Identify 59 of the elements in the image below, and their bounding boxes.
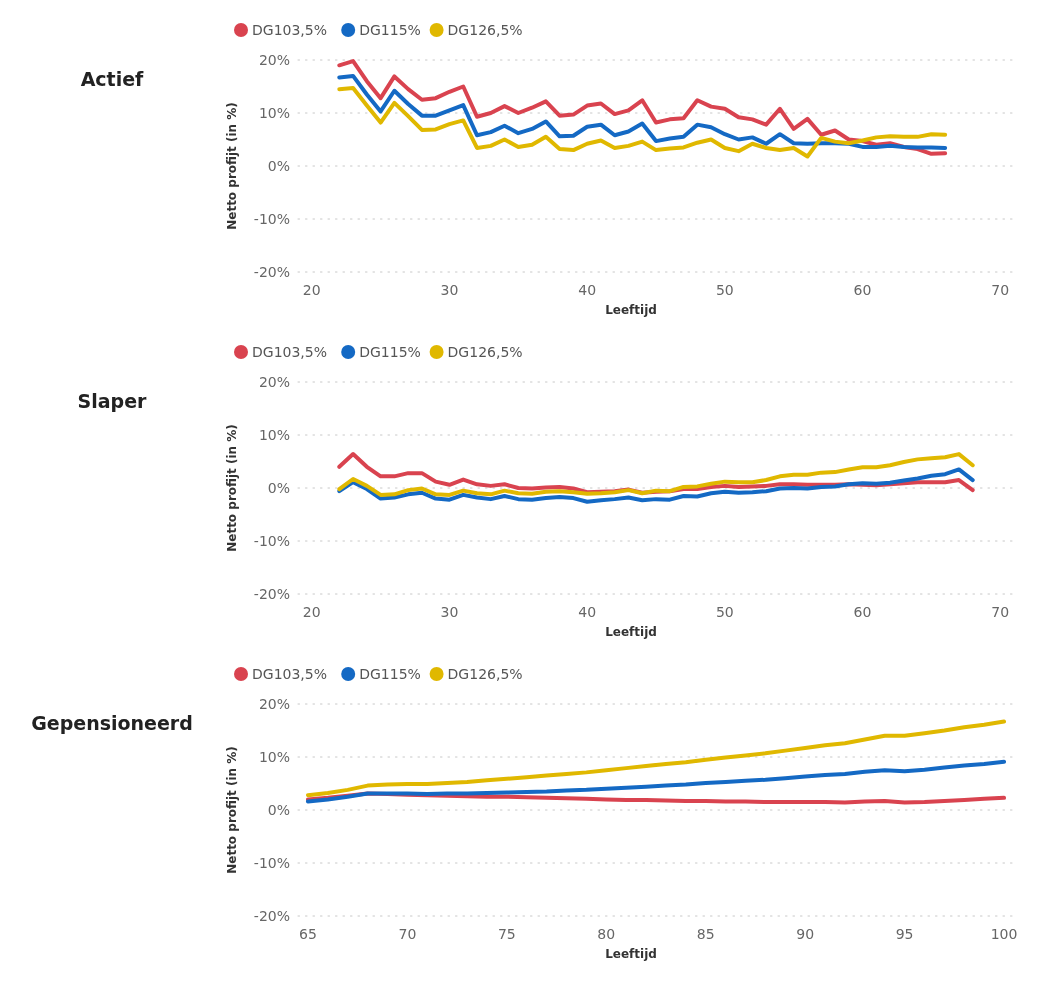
y-tick-label: 20% <box>258 374 290 390</box>
x-tick-label: 70 <box>991 604 1010 620</box>
legend-label: DG126,5% <box>447 22 523 38</box>
x-tick-label: 60 <box>853 282 872 298</box>
legend-label: DG115% <box>359 22 421 38</box>
x-tick-label: 95 <box>895 926 914 942</box>
x-tick-label: 30 <box>440 604 459 620</box>
y-axis-title: Netto profijt (in %) <box>225 424 239 552</box>
legend-label: DG126,5% <box>447 666 523 682</box>
x-tick-label: 100 <box>990 926 1018 942</box>
y-tick-label: 10% <box>258 749 290 765</box>
x-tick-label: 30 <box>440 282 459 298</box>
y-tick-label: -10% <box>253 855 290 871</box>
text: Gepensioneerd <box>31 712 193 734</box>
x-tick-label: 20 <box>302 604 321 620</box>
y-tick-label: 10% <box>258 105 290 121</box>
y-tick-label: 0% <box>267 480 290 496</box>
x-tick-label: 40 <box>578 604 597 620</box>
line-series <box>337 86 948 159</box>
legend-label: DG103,5% <box>252 22 328 38</box>
x-tick-label: 60 <box>853 604 872 620</box>
x-tick-label: 70 <box>991 282 1010 298</box>
y-tick-label: -20% <box>253 908 290 924</box>
x-tick-label: 50 <box>715 604 734 620</box>
x-axis-title: Leeftijd <box>605 625 657 639</box>
line-series <box>337 73 948 150</box>
y-axis-title: Netto profijt (in %) <box>225 746 239 874</box>
x-tick-label: 70 <box>398 926 417 942</box>
line-series <box>337 467 975 504</box>
x-tick-label: 85 <box>696 926 715 942</box>
x-tick-label: 75 <box>497 926 516 942</box>
y-tick-label: -10% <box>253 211 290 227</box>
x-tick-label: 80 <box>597 926 616 942</box>
legend-label: DG103,5% <box>252 344 328 360</box>
text: Actief <box>80 68 145 90</box>
y-tick-label: 0% <box>267 802 290 818</box>
x-axis-title: Leeftijd <box>605 303 657 317</box>
x-tick-label: 20 <box>302 282 321 298</box>
y-tick-label: 0% <box>267 158 290 174</box>
legend-label: DG103,5% <box>252 666 328 682</box>
x-axis-title: Leeftijd <box>605 947 657 961</box>
x-tick-label: 90 <box>796 926 815 942</box>
line-series <box>305 759 1007 804</box>
x-tick-label: 40 <box>578 282 597 298</box>
y-tick-label: 20% <box>258 696 290 712</box>
y-tick-label: -20% <box>253 586 290 602</box>
line-series <box>305 719 1007 798</box>
legend-label: DG126,5% <box>447 344 523 360</box>
x-tick-label: 65 <box>299 926 317 942</box>
line-series <box>337 59 948 156</box>
y-tick-label: 10% <box>258 427 290 443</box>
legend-label: DG115% <box>359 666 421 682</box>
x-tick-label: 50 <box>715 282 734 298</box>
text: Slaper <box>77 390 148 412</box>
y-tick-label: -10% <box>253 533 290 549</box>
legend-label: DG115% <box>359 344 421 360</box>
y-tick-label: -20% <box>253 264 290 280</box>
y-tick-label: 20% <box>258 52 290 68</box>
y-axis-title: Netto profijt (in %) <box>225 102 239 230</box>
